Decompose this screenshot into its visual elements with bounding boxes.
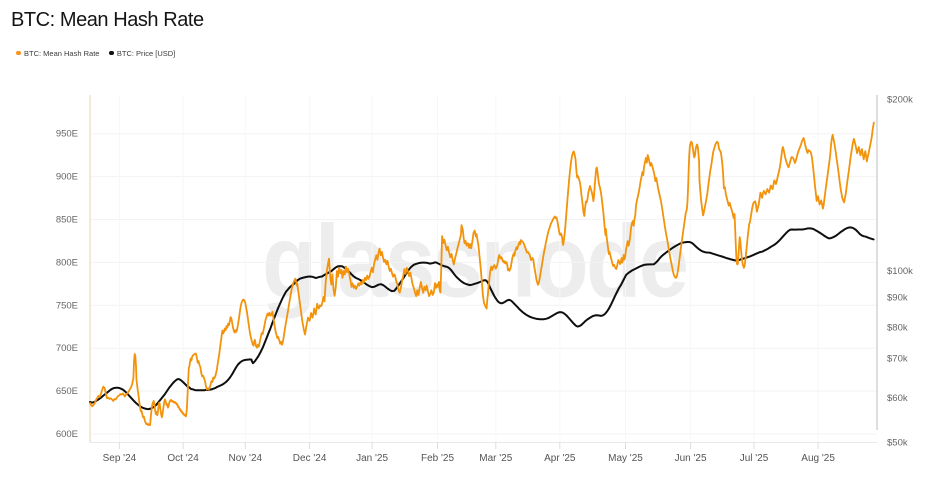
svg-text:May '25: May '25 xyxy=(608,453,643,464)
svg-text:Sep '24: Sep '24 xyxy=(103,453,137,464)
svg-text:700E: 700E xyxy=(56,343,78,354)
svg-text:Oct '24: Oct '24 xyxy=(167,453,199,464)
svg-text:Nov '24: Nov '24 xyxy=(229,453,263,464)
svg-text:$70k: $70k xyxy=(887,354,908,365)
svg-text:Jun '25: Jun '25 xyxy=(675,453,707,464)
svg-text:750E: 750E xyxy=(56,300,78,311)
svg-text:Mar '25: Mar '25 xyxy=(479,453,512,464)
svg-text:900E: 900E xyxy=(56,172,78,183)
svg-text:600E: 600E xyxy=(56,429,78,440)
svg-text:650E: 650E xyxy=(56,386,78,397)
svg-text:950E: 950E xyxy=(56,129,78,140)
svg-text:$200k: $200k xyxy=(887,95,913,106)
svg-text:Jan '25: Jan '25 xyxy=(356,453,388,464)
svg-text:Dec '24: Dec '24 xyxy=(293,453,327,464)
svg-text:Feb '25: Feb '25 xyxy=(421,453,454,464)
svg-text:Apr '25: Apr '25 xyxy=(544,453,576,464)
svg-text:$90k: $90k xyxy=(887,292,908,303)
svg-text:$60k: $60k xyxy=(887,393,908,404)
svg-text:$100k: $100k xyxy=(887,266,913,277)
svg-text:Aug '25: Aug '25 xyxy=(801,453,835,464)
svg-text:800E: 800E xyxy=(56,257,78,268)
svg-text:$80k: $80k xyxy=(887,322,908,333)
svg-text:850E: 850E xyxy=(56,215,78,226)
svg-text:$50k: $50k xyxy=(887,437,908,448)
svg-text:Jul '25: Jul '25 xyxy=(740,453,769,464)
